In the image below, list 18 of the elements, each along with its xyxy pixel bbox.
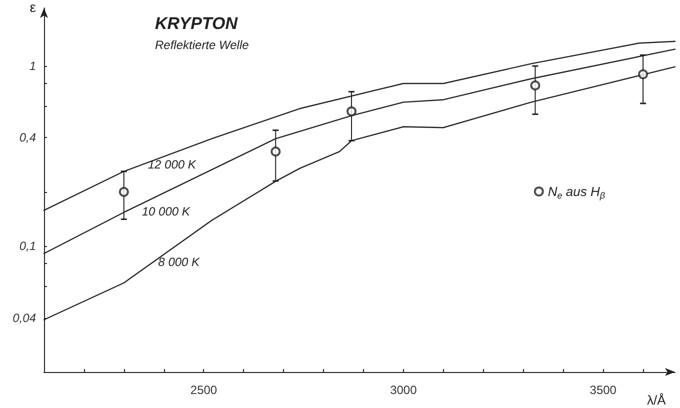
y-axis-title: ε [30,0,36,15]
point [638,69,648,80]
x-tick-label: 3500 [590,383,617,397]
series-label: 10 000 K [142,204,191,218]
series-label: 8 000 K [158,254,201,269]
x-axis-title: λ/Å [647,392,666,408]
chart-title: KRYPTON [155,14,238,33]
y-tick-label: 1 [29,59,36,74]
point [346,106,357,116]
y-tick-label: 0,1 [19,239,36,254]
point [530,80,540,90]
x-tick-label: 2500 [190,383,218,397]
y-tick-label: 0,04 [12,310,36,325]
point [118,186,129,197]
y-tick-label: 0,4 [19,130,36,145]
x-tick-label: 3000 [390,383,418,397]
text: Reflektierte Welle [155,38,250,52]
point [270,146,281,157]
